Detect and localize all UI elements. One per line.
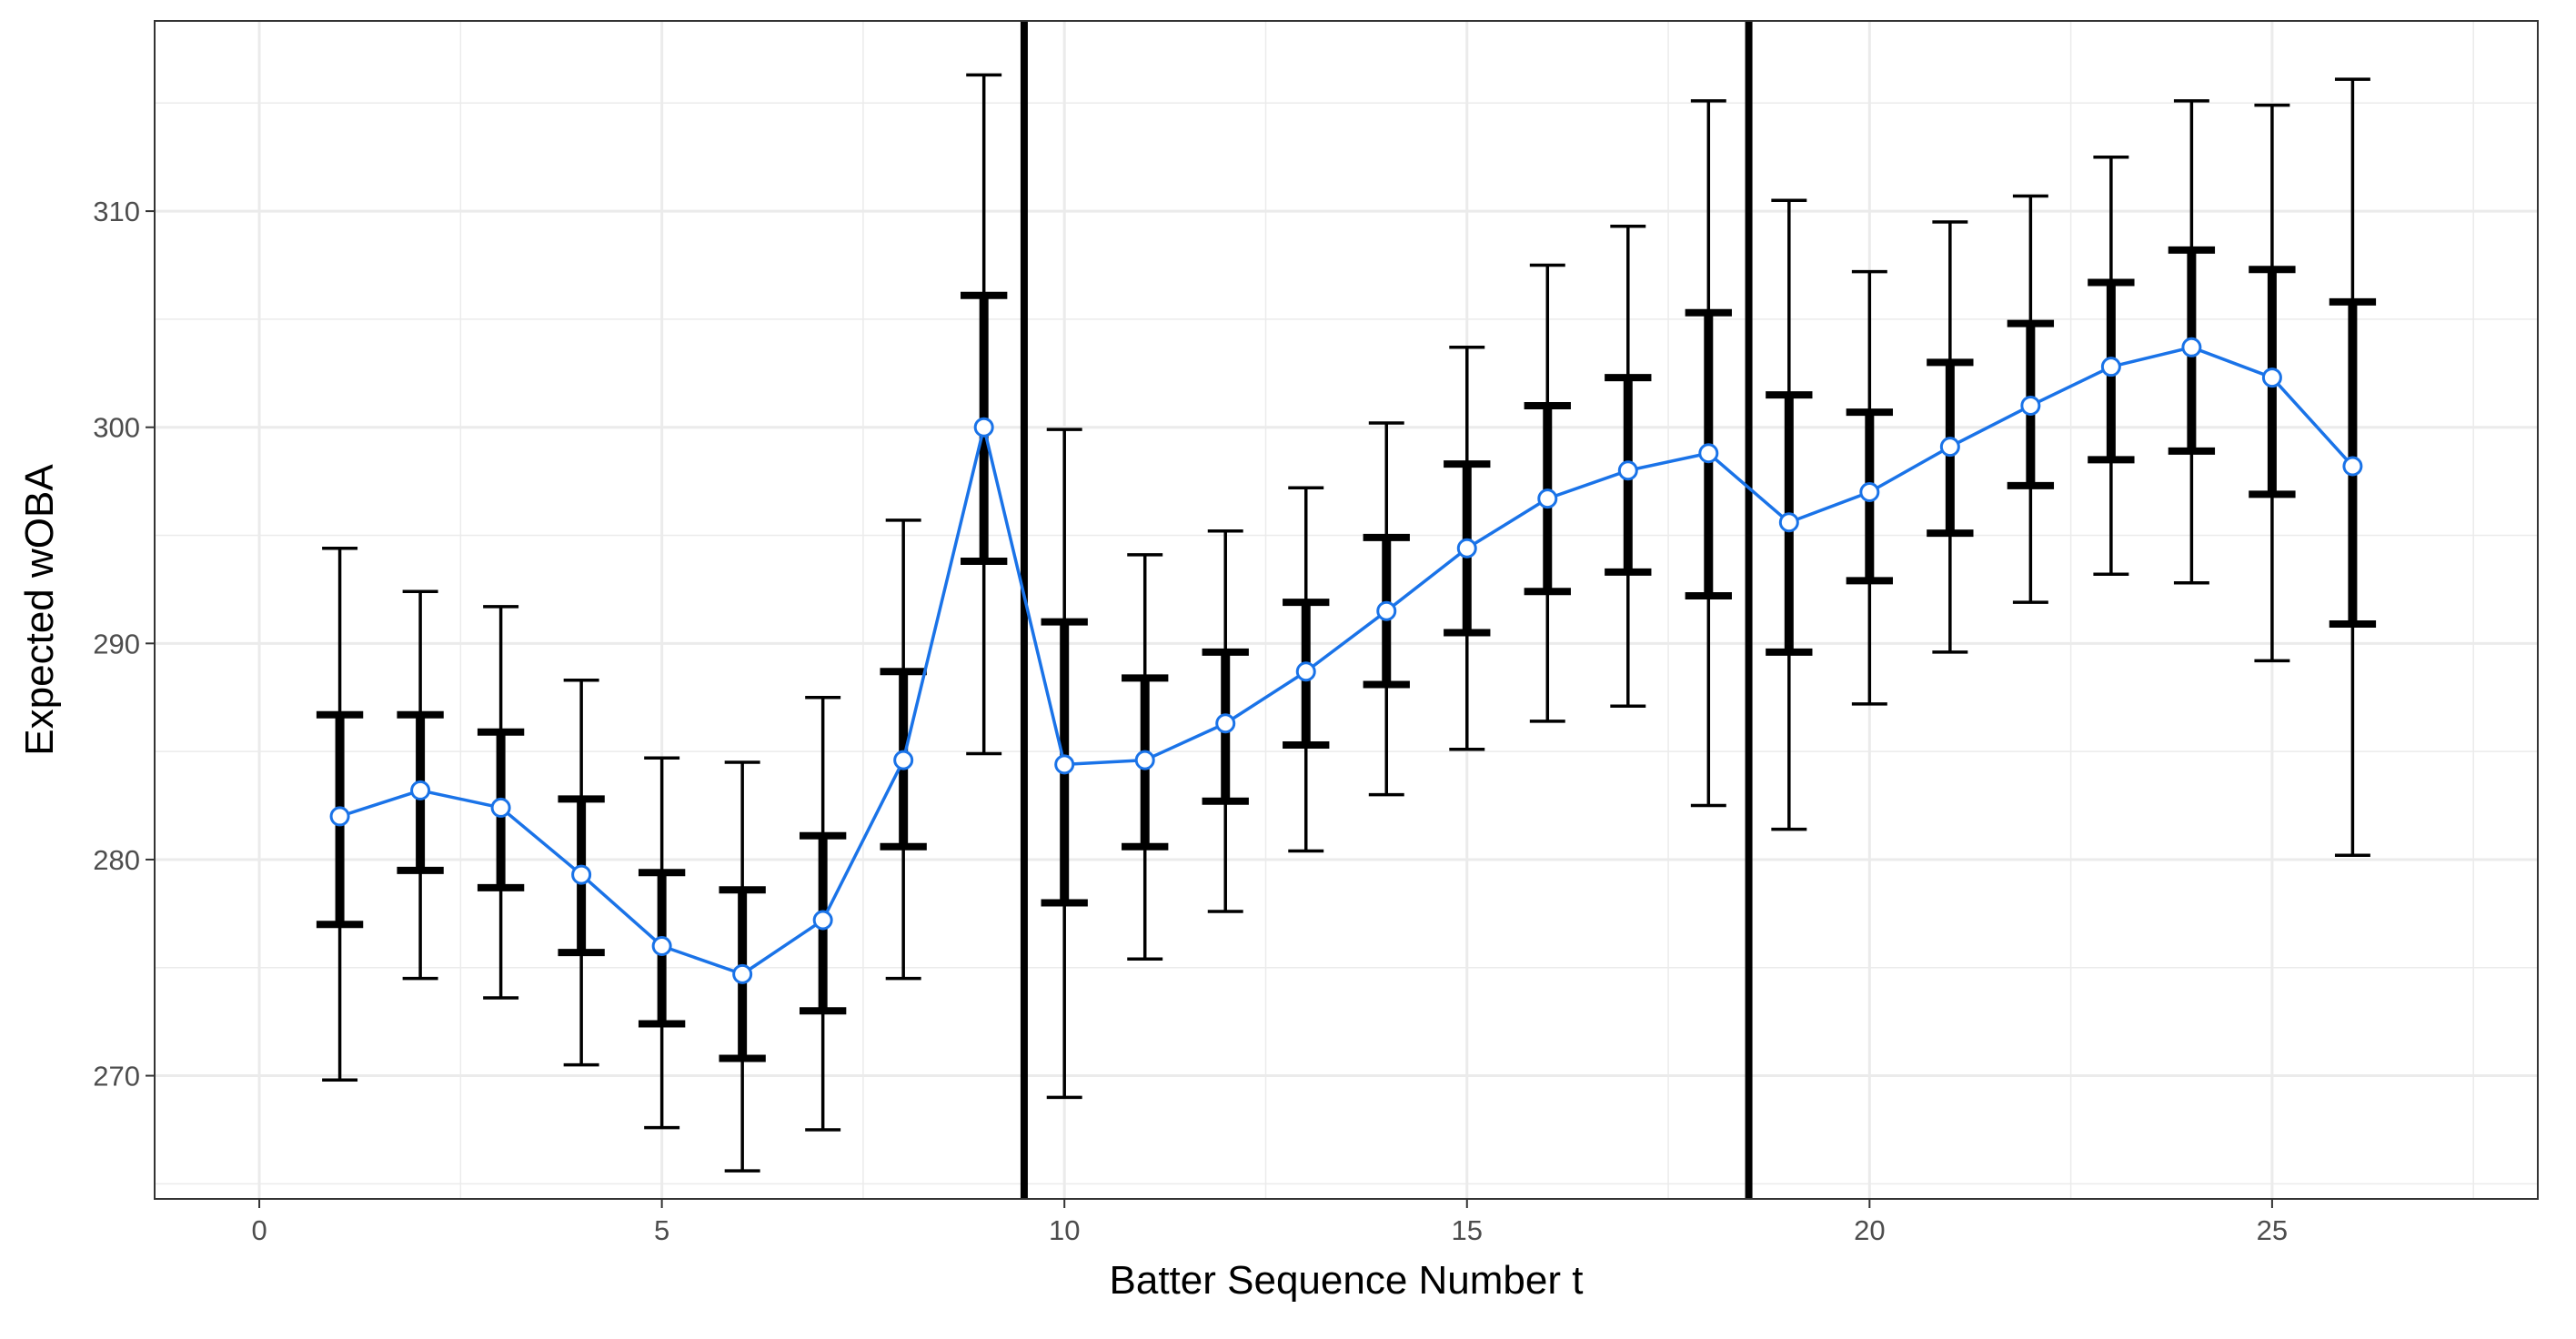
x-tick-label: 20 — [1854, 1214, 1885, 1246]
y-tick-label: 310 — [93, 196, 140, 227]
x-tick-label: 15 — [1452, 1214, 1483, 1246]
data-point — [410, 780, 431, 800]
data-point — [651, 935, 672, 956]
data-point — [1939, 437, 1960, 458]
y-axis-title: Expected wOBA — [17, 464, 62, 756]
y-tick-label: 280 — [93, 844, 140, 876]
data-point — [490, 797, 511, 818]
data-point — [1134, 750, 1155, 770]
error-bar-layer — [316, 73, 2377, 1173]
data-point — [1295, 661, 1316, 682]
point-layer — [329, 337, 2363, 984]
tick-layer: 0 5 10 15 20 25 270 280 290 300 310 — [93, 196, 2288, 1246]
data-point — [571, 864, 592, 885]
data-point — [1376, 600, 1397, 621]
grid-layer — [155, 21, 2538, 1199]
data-point — [732, 963, 753, 984]
data-point — [2100, 357, 2121, 378]
x-axis-title: Batter Sequence Number t — [1110, 1258, 1584, 1303]
x-tick-label: 10 — [1049, 1214, 1080, 1246]
y-tick-label: 270 — [93, 1061, 140, 1092]
data-point — [1617, 460, 1638, 481]
panel-border — [154, 20, 2539, 1200]
y-tick-label: 290 — [93, 628, 140, 659]
data-point — [2342, 456, 2363, 477]
x-tick-label: 25 — [2257, 1214, 2288, 1246]
data-point — [2020, 395, 2041, 416]
data-point — [1456, 538, 1477, 559]
data-point — [1215, 713, 1236, 734]
data-point — [1778, 512, 1799, 533]
data-point — [1537, 488, 1558, 509]
data-point — [812, 910, 833, 931]
data-point — [2261, 367, 2282, 388]
x-tick-label: 5 — [654, 1214, 669, 1246]
data-point — [1698, 443, 1719, 464]
data-point — [973, 417, 994, 438]
data-point — [1859, 482, 1880, 502]
x-tick-label: 0 — [251, 1214, 267, 1246]
line-layer — [339, 346, 2354, 976]
data-point — [893, 750, 914, 770]
data-point — [2181, 337, 2202, 357]
data-point — [329, 806, 350, 827]
data-point — [1054, 754, 1075, 775]
vline-layer — [1020, 21, 1753, 1199]
y-tick-label: 300 — [93, 412, 140, 444]
series-line — [339, 346, 2354, 976]
